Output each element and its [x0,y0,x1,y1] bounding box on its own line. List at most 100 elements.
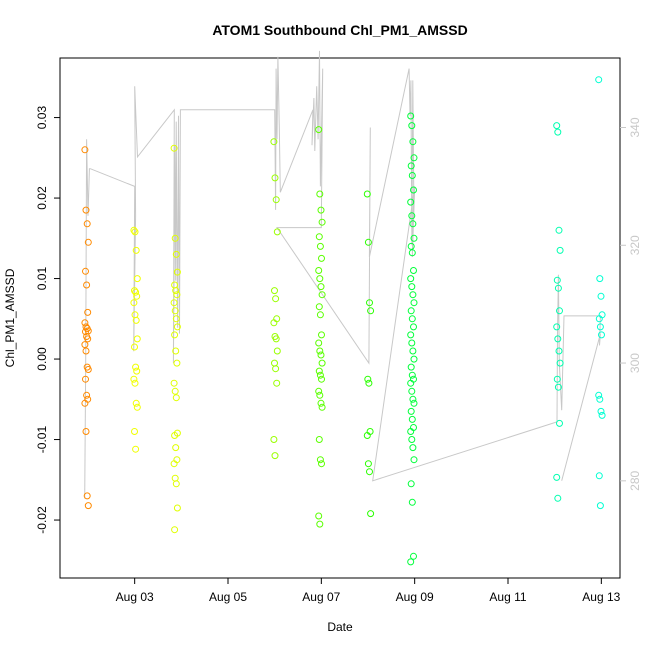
data-point [408,498,416,506]
data-point [556,246,564,254]
data-point [316,190,324,198]
data-point [318,359,326,367]
data-point [407,407,415,415]
point-series-4 [315,126,326,528]
data-point [318,218,326,226]
data-point [595,472,603,480]
data-point [272,196,280,204]
data-point [410,399,418,407]
data-point [556,419,563,427]
data-point [173,268,181,276]
data-point [363,190,371,198]
data-point [170,299,178,307]
data-point [409,395,417,403]
data-point [316,311,324,319]
data-point [317,206,325,214]
x-axis-label: Date [327,620,353,634]
data-point [270,436,278,443]
data-point [409,347,417,355]
data-point [366,468,373,476]
data-point [81,341,89,349]
data-point [83,391,91,399]
data-point [364,238,372,246]
data-point [553,473,561,481]
y-tick-label: 0.02 [35,186,49,210]
data-point [133,367,141,375]
data-point [554,284,562,292]
data-point [270,138,278,146]
data-point [316,520,324,528]
data-point [272,295,280,303]
plot-frame [59,57,621,579]
data-point [132,288,140,296]
data-point [367,307,375,315]
data-point [315,339,323,347]
data-point [318,403,326,411]
point-series-0 [81,146,92,510]
data-point [407,162,415,170]
line-trace [84,50,601,499]
data-point [83,220,91,228]
data-point [408,415,416,423]
data-point [81,399,89,407]
data-point [364,375,372,383]
line-series [84,50,601,499]
data-point [596,502,604,510]
data-point [317,283,325,291]
data-point [410,267,417,274]
data-point [273,347,281,355]
x-tick-label: Aug 13 [582,590,620,604]
data-point [133,335,141,343]
y-tick-label: -0.01 [35,426,49,454]
data-point [84,238,92,246]
data-point [82,347,90,355]
data-point [81,146,89,154]
data-point [82,428,90,435]
data-point [315,512,323,520]
data-point [271,287,278,295]
data-point [82,323,90,331]
x-tick-label: Aug 11 [489,590,526,604]
data-point [366,299,373,307]
data-point [170,144,178,152]
data-point [172,347,180,355]
data-point [409,138,417,146]
data-point [172,287,180,295]
data-point [172,250,180,258]
data-point [407,428,415,435]
data-point [133,403,141,411]
data-point [408,339,416,347]
data-point [172,394,180,402]
y2-tick-label: 340 [628,117,642,137]
data-point [132,363,140,371]
data-point [410,552,417,560]
data-point [596,323,604,331]
y-tick-label: -0.02 [35,506,49,534]
point-series-group [81,76,606,566]
data-point [318,254,325,262]
y-axis-label: Chl_PM1_AMSSD [3,268,17,367]
data-point [407,480,415,488]
data-point [317,399,325,407]
data-point [553,323,561,331]
y-tick-label: 0.00 [35,347,49,371]
axes: Aug 03 Aug 05 Aug 07 Aug 09 Aug 11 Aug 13 -0.0… [35,106,642,604]
data-point [131,343,138,351]
data-point [408,387,416,395]
data-point [597,292,605,300]
point-series-2 [170,144,181,534]
data-point [133,275,141,283]
data-point [82,267,89,275]
data-point [172,480,180,488]
data-point [318,460,325,468]
data-point [173,359,181,367]
data-point [408,172,416,179]
data-point [132,399,140,407]
data-point [84,502,92,510]
data-point [82,375,89,383]
data-point [132,316,140,324]
data-point [132,246,140,254]
data-point [407,558,415,566]
